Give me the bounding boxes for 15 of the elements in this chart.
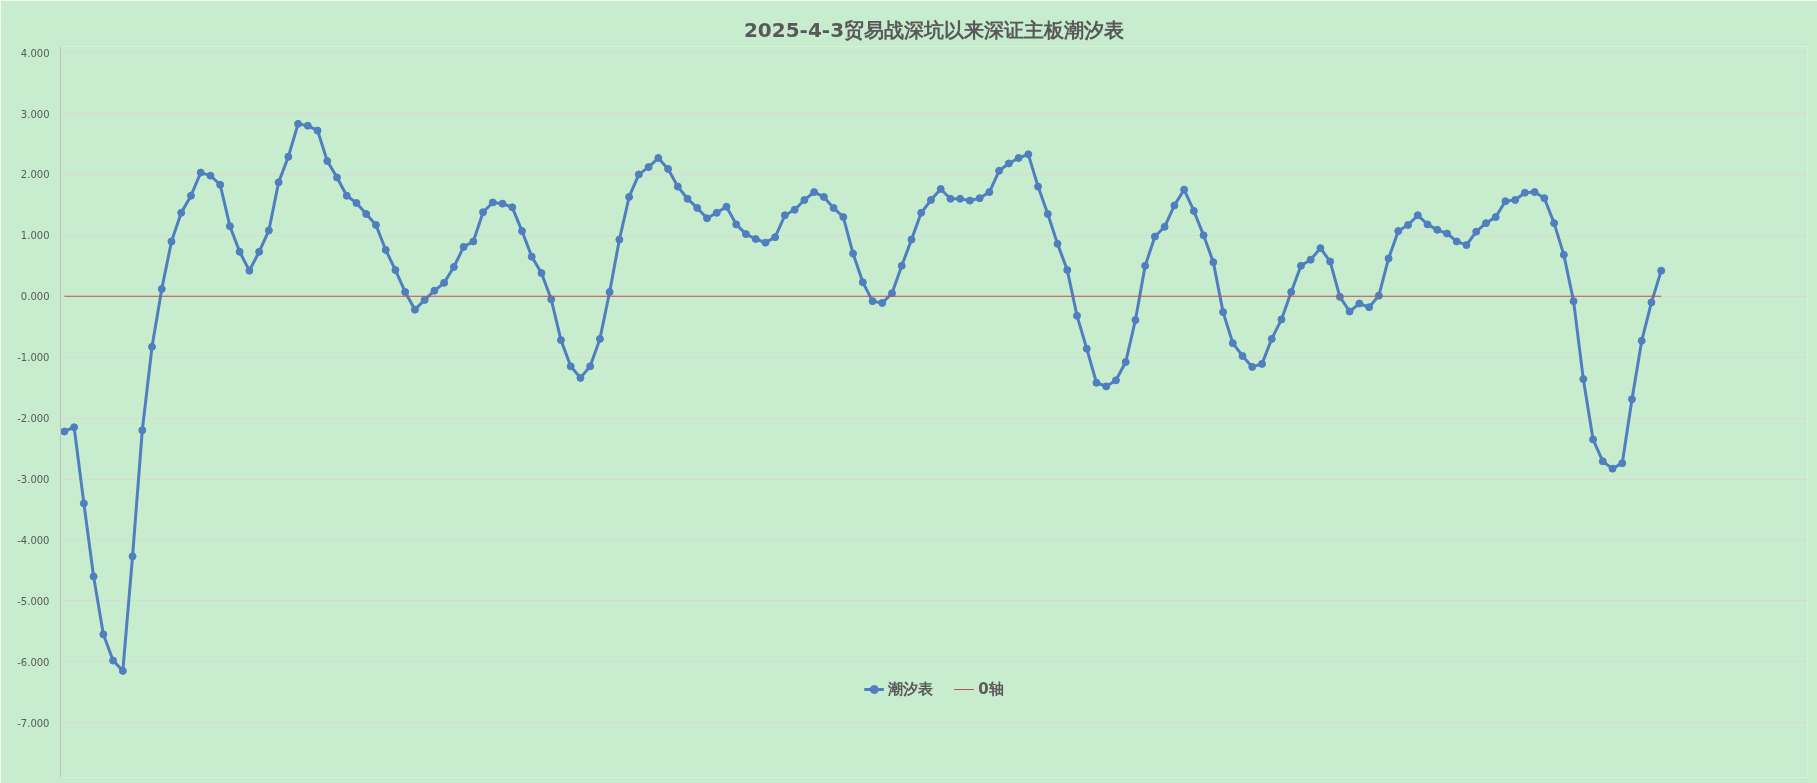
- y-tick-label: -5.000: [17, 595, 50, 607]
- legend-label: 潮汐表: [888, 679, 934, 699]
- y-tick-label: -6.000: [17, 656, 50, 668]
- y-tick-label: 3.000: [20, 108, 50, 120]
- y-tick-label: -4.000: [17, 534, 50, 546]
- y-tick-label: 0.000: [20, 291, 50, 303]
- y-tick-label: -7.000: [17, 717, 50, 729]
- y-tick-label: 2.000: [20, 169, 50, 181]
- y-tick-label: -2.000: [17, 413, 50, 425]
- y-tick-label: 1.000: [20, 230, 50, 242]
- chart-title: 2025-4-3贸易战深坑以来深证主板潮汐表: [743, 17, 1125, 42]
- y-tick-label: -1.000: [17, 352, 50, 364]
- legend-label: 0轴: [978, 679, 1004, 699]
- y-tick-label: -3.000: [17, 474, 50, 486]
- y-tick-label: 4.000: [20, 47, 50, 59]
